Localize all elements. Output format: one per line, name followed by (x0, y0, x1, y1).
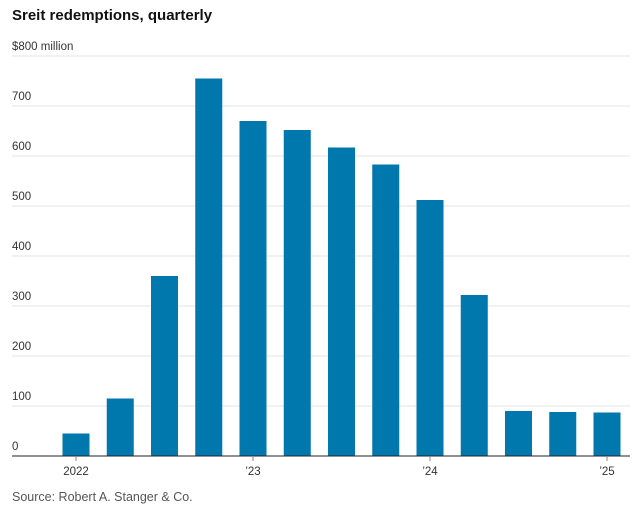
x-axis-ticks: 2022 ’23 ’24 ’25 (63, 456, 615, 478)
x-tick-label-8: ’24 (422, 466, 438, 478)
y-tick-label-700: 700 (12, 91, 31, 103)
source-note: Source: Robert A. Stanger & Co. (12, 490, 193, 504)
bar-2023-q4 (372, 164, 400, 456)
x-tick-label-0: 2022 (63, 466, 89, 478)
bars (62, 78, 621, 456)
y-tick-label-0: 0 (12, 441, 18, 453)
y-tick-label-100: 100 (12, 391, 31, 403)
y-tick-label-200: 200 (12, 341, 31, 353)
y-tick-label-300: 300 (12, 291, 31, 303)
bar-2024-q2 (460, 295, 488, 456)
x-tick-label-4: ’23 (245, 466, 260, 478)
bar-2022-q4 (195, 78, 223, 456)
x-tick-label-12: ’25 (599, 466, 614, 478)
bar-2022-q2 (106, 398, 134, 456)
chart-title: Sreit redemptions, quarterly (12, 7, 213, 24)
y-tick-label-800: $800 million (12, 41, 73, 53)
bar-2022-q1 (62, 433, 90, 456)
y-tick-label-400: 400 (12, 241, 31, 253)
bar-2023-q1 (239, 121, 267, 456)
bar-2023-q2 (283, 130, 311, 456)
bar-2025-q1 (593, 412, 621, 456)
gridlines (12, 55, 630, 407)
bar-2023-q3 (328, 147, 355, 456)
bar-2024-q3 (505, 411, 532, 456)
y-axis-tick-labels: 0 100 200 300 400 500 600 700 $800 million (12, 41, 73, 453)
bar-2022-q3 (151, 276, 178, 456)
y-tick-label-600: 600 (12, 141, 31, 153)
bar-2024-q4 (549, 412, 577, 456)
bar-2024-q1 (416, 200, 444, 456)
y-tick-label-500: 500 (12, 191, 31, 203)
